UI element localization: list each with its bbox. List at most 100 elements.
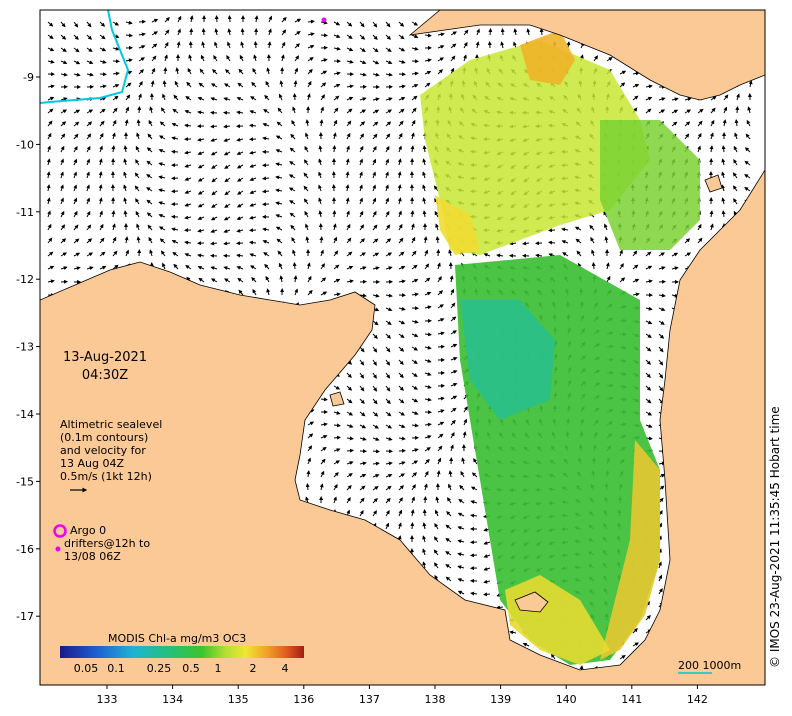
velocity-arrow — [249, 203, 257, 207]
lat-tick-label: -17 — [16, 610, 34, 623]
velocity-arrow — [332, 145, 337, 153]
velocity-arrow — [73, 72, 81, 77]
velocity-arrow — [123, 171, 128, 179]
velocity-arrow — [60, 184, 64, 192]
velocity-arrow — [158, 149, 166, 153]
velocity-arrow — [262, 123, 270, 127]
velocity-arrow — [138, 69, 145, 75]
velocity-arrow — [332, 132, 337, 140]
velocity-arrow — [278, 93, 283, 101]
velocity-arrow — [593, 55, 598, 62]
velocity-arrow — [372, 184, 376, 192]
velocity-legend-line-4: 13 Aug 04Z — [60, 457, 125, 470]
velocity-arrow — [385, 72, 393, 77]
velocity-arrow — [197, 190, 205, 195]
velocity-arrow — [411, 119, 416, 127]
velocity-arrow — [632, 95, 639, 101]
velocity-arrow — [198, 82, 205, 88]
velocity-arrow — [372, 121, 379, 127]
velocity-arrow — [73, 171, 77, 179]
velocity-arrow — [73, 158, 78, 166]
velocity-arrow — [307, 19, 315, 24]
velocity-arrow — [73, 21, 79, 28]
velocity-arrow — [289, 200, 296, 205]
velocity-arrow — [304, 210, 309, 218]
velocity-arrow — [424, 70, 432, 75]
lat-tick-label: -16 — [16, 543, 34, 556]
velocity-arrow — [151, 55, 157, 62]
velocity-arrow — [239, 54, 244, 62]
velocity-arrow — [211, 190, 218, 196]
velocity-arrow — [138, 57, 145, 62]
velocity-arrow — [46, 171, 51, 179]
velocity-arrow — [73, 60, 81, 65]
velocity-arrow — [276, 121, 283, 127]
velocity-arrow — [159, 121, 166, 127]
velocity-arrow — [163, 67, 168, 75]
lon-tick-label: 138 — [425, 693, 446, 706]
velocity-arrow — [463, 41, 468, 49]
lon-tick-label: 136 — [293, 693, 314, 706]
velocity-arrow — [86, 145, 91, 153]
velocity-arrow — [483, 592, 491, 597]
velocity-legend-line-2: (0.1m contours) — [60, 431, 149, 444]
velocity-arrow — [744, 147, 751, 153]
velocity-arrow — [73, 210, 78, 218]
velocity-arrow — [112, 46, 120, 51]
velocity-arrow — [397, 184, 402, 192]
velocity-arrow — [146, 187, 153, 192]
velocity-arrow — [123, 158, 128, 166]
velocity-arrow — [306, 93, 311, 101]
velocity-arrow — [398, 21, 405, 27]
date-time: 04:30Z — [81, 368, 129, 383]
colorbar-tick-label: 1 — [215, 662, 222, 675]
velocity-arrow — [736, 93, 740, 101]
velocity-arrow — [463, 29, 469, 36]
velocity-arrow — [619, 70, 627, 75]
velocity-arrow — [86, 158, 90, 166]
lon-tick-label: 140 — [556, 693, 577, 706]
argo-float-marker — [321, 17, 327, 23]
velocity-arrow — [359, 34, 366, 40]
velocity-arrow — [463, 54, 467, 62]
velocity-arrow — [318, 171, 322, 179]
velocity-arrow — [211, 177, 218, 183]
velocity-arrow — [124, 119, 129, 127]
velocity-arrow — [359, 60, 367, 65]
velocity-arrow — [437, 45, 445, 49]
velocity-arrow — [397, 197, 402, 205]
velocity-arrow — [733, 159, 738, 166]
velocity-arrow — [171, 176, 179, 181]
velocity-arrow — [275, 214, 283, 218]
velocity-arrow — [277, 107, 283, 114]
velocity-arrow — [346, 145, 350, 153]
velocity-arrow — [398, 120, 404, 127]
velocity-arrow — [372, 21, 378, 28]
velocity-arrow — [346, 120, 352, 127]
velocity-arrow — [199, 68, 205, 75]
velocity-arrow — [111, 132, 116, 140]
lon-tick-label: 133 — [97, 693, 118, 706]
velocity-arrow — [398, 145, 402, 153]
velocity-arrow — [171, 189, 179, 194]
velocity-arrow — [46, 158, 51, 166]
velocity-arrow — [385, 97, 393, 102]
velocity-arrow — [125, 106, 130, 114]
velocity-arrow — [721, 145, 726, 153]
velocity-arrow — [171, 122, 179, 127]
velocity-arrow — [200, 54, 205, 62]
velocity-arrow — [177, 28, 181, 36]
velocity-arrow — [372, 97, 380, 102]
colorbar-title: MODIS Chl-a mg/m3 OC3 — [108, 632, 247, 645]
velocity-arrow — [645, 96, 653, 101]
velocity-arrow — [137, 106, 142, 114]
velocity-arrow — [223, 216, 231, 221]
velocity-arrow — [733, 198, 738, 205]
velocity-arrow — [263, 109, 270, 114]
lat-tick-label: -14 — [16, 408, 34, 421]
velocity-arrow — [723, 94, 729, 101]
velocity-arrow — [211, 203, 218, 208]
velocity-arrow — [645, 108, 652, 114]
colorbar-tick-label: 0.1 — [107, 662, 125, 675]
